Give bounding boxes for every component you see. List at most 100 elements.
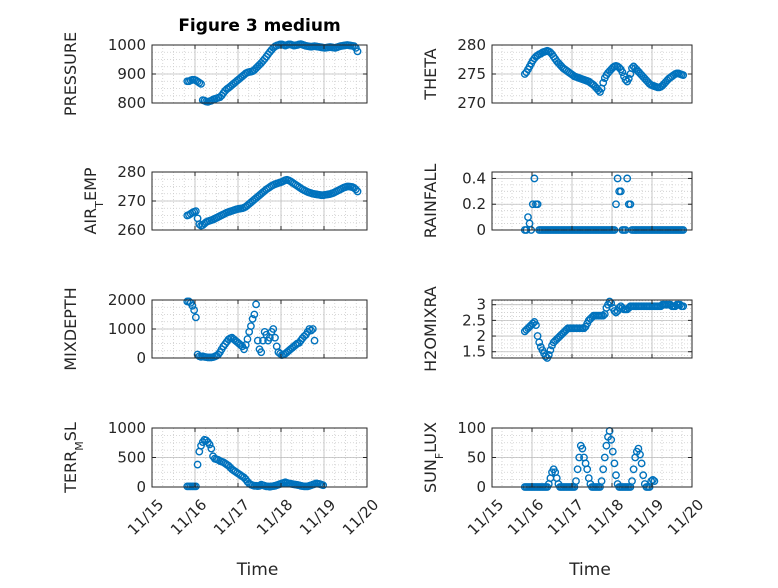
sunflux-point	[612, 471, 620, 480]
pressure-point	[197, 79, 205, 88]
mixdepth-point	[257, 348, 266, 357]
h2omixra-point	[679, 302, 688, 311]
sunflux-point	[583, 465, 592, 474]
sunflux-point	[639, 471, 648, 480]
sunflux-ytick-label: 100	[457, 419, 486, 437]
rainfall-ytick-label: 0.2	[462, 195, 486, 213]
airtemp-series	[183, 175, 362, 230]
rainfall-ticks	[491, 172, 693, 231]
sunflux-point	[575, 453, 584, 462]
sunflux-point	[600, 453, 609, 462]
rainfall-point	[533, 200, 542, 209]
h2omixra-ticks	[491, 300, 693, 358]
mixdepth-point	[250, 310, 259, 319]
pressure-point	[353, 47, 362, 56]
sunflux-point	[647, 477, 656, 485]
terrmsl-xtick-label: 11/19	[296, 496, 339, 539]
h2omixra-series	[520, 297, 688, 362]
terrmsl-point	[319, 481, 328, 490]
mixdepth-point	[252, 300, 260, 309]
mixdepth-point	[248, 314, 257, 323]
terrmsl-ytick-label: 0	[136, 478, 146, 496]
pressure-ytick-label: 1000	[108, 36, 146, 54]
h2omixra-point	[605, 297, 614, 306]
sunflux-xtick-label: 11/20	[664, 496, 707, 539]
sunflux-ytick-label: 50	[467, 449, 486, 467]
mixdepth-point	[188, 301, 197, 310]
theta-series	[520, 46, 688, 96]
airtemp-ytick-label: 280	[117, 163, 146, 181]
rainfall-point	[530, 174, 539, 183]
sunflux-xlabel: Time	[568, 560, 611, 580]
terrmsl-series	[183, 435, 328, 491]
sunflux-point	[648, 476, 657, 484]
subplot-mixdepth: 0 1000 2000 MIXDEPTH	[61, 287, 368, 371]
sunflux-point	[636, 450, 644, 459]
mixdepth-ticks	[151, 299, 368, 359]
theta-ylabel: THETA	[421, 48, 440, 100]
mixdepth-ytick-label: 1000	[108, 320, 146, 338]
terrmsl-point	[193, 460, 202, 469]
pressure-ticks	[151, 44, 368, 104]
sunflux-point	[610, 459, 619, 468]
sunflux-ylabel: SUNFLUX	[421, 422, 446, 493]
rainfall-point	[528, 200, 537, 209]
rainfall-ylabel: RAINFALL	[421, 164, 440, 239]
sunflux-point	[628, 477, 636, 485]
mixdepth-point	[307, 326, 315, 335]
subplot-pressure: 800 900 1000 PRESSURE Figure 3 medium	[61, 16, 368, 116]
h2omixra-point	[535, 338, 544, 347]
pressure-ylabel: PRESSURE	[61, 32, 80, 116]
theta-point	[624, 74, 633, 83]
sunflux-xtick-label: 11/19	[624, 496, 667, 539]
theta-ytick-label: 270	[457, 94, 486, 112]
sunflux-point	[578, 444, 587, 453]
mixdepth-series	[183, 297, 319, 362]
pressure-ytick-label: 800	[117, 94, 146, 112]
terrmsl-ytick-label: 500	[117, 449, 146, 467]
rainfall-axes-box	[491, 171, 693, 231]
theta-ticks	[491, 44, 693, 104]
subplot-terrmsl: 0 500 1000 TERRMSL 11/15 11/16 11/17 11/18 11/19…	[61, 419, 382, 580]
airtemp-ytick-label: 260	[117, 221, 146, 239]
sunflux-ytick-label: 0	[476, 478, 486, 496]
rainfall-point	[616, 187, 625, 196]
airtemp-point	[191, 207, 200, 216]
airtemp-point	[353, 187, 362, 196]
pressure-series	[183, 40, 362, 106]
mixdepth-point	[308, 325, 317, 333]
airtemp-point	[195, 220, 204, 229]
rainfall-plot-area	[492, 172, 692, 230]
sunflux-point	[637, 459, 646, 468]
mixdepth-point	[240, 345, 248, 354]
theta-point	[618, 68, 627, 77]
terrmsl-xtick-label: 11/18	[253, 496, 296, 539]
mixdepth-ytick-label: 0	[136, 349, 146, 367]
h2omixra-ytick-label: 2.5	[462, 311, 486, 329]
mixdepth-point	[191, 313, 200, 322]
terrmsl-xlabel: Time	[236, 560, 279, 580]
h2omixra-point	[546, 346, 555, 355]
subplot-rainfall: 0 0.2 0.4 RAINFALL	[421, 164, 693, 239]
theta-ytick-label: 275	[457, 65, 486, 83]
terrmsl-xtick-label: 11/16	[167, 496, 210, 539]
h2omixra-point	[599, 311, 608, 320]
sunflux-point	[573, 465, 582, 474]
h2omixra-ytick-label: 2	[476, 327, 486, 345]
rainfall-point	[613, 174, 622, 183]
theta-point	[628, 64, 636, 73]
rainfall-ytick-label: 0	[476, 221, 486, 239]
mixdepth-point	[190, 306, 199, 315]
sunflux-xtick-label: 11/16	[504, 496, 547, 539]
mixdepth-point	[259, 336, 267, 345]
h2omixra-point	[532, 321, 540, 329]
mixdepth-point	[253, 336, 262, 345]
mixdepth-point	[246, 322, 255, 330]
h2omixra-ylabel: H2OMIXRA	[421, 286, 440, 372]
sunflux-point	[629, 465, 638, 474]
airtemp-ytick-label: 270	[117, 192, 146, 210]
sunflux-point	[599, 465, 608, 474]
theta-point	[599, 78, 608, 87]
rainfall-ytick-label: 0.4	[462, 169, 486, 187]
